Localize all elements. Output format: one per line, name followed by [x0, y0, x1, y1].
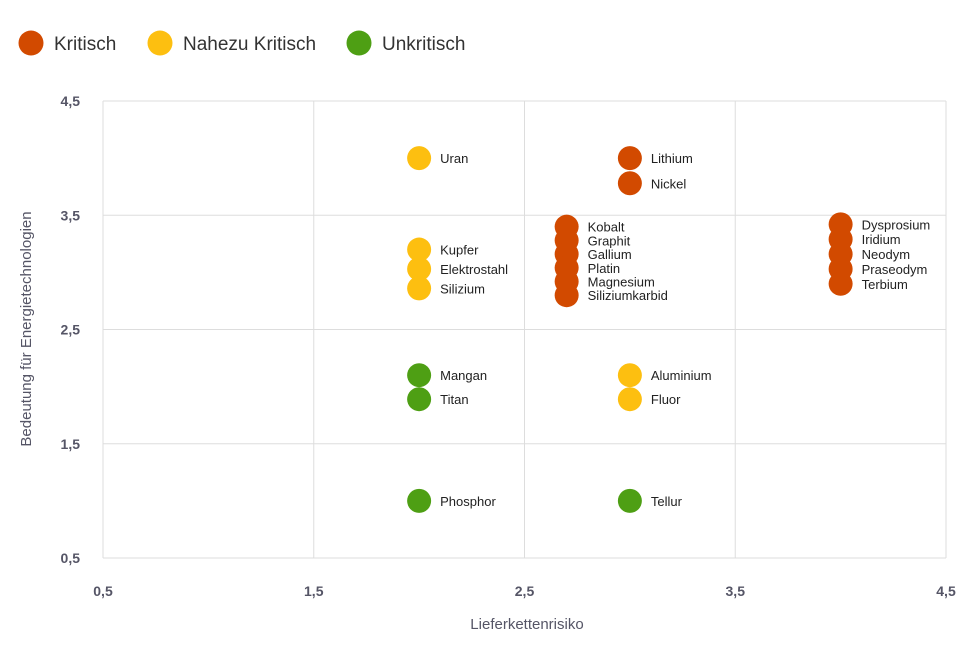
point-label-titan: Titan: [440, 392, 468, 407]
point-label-lithium: Lithium: [651, 151, 693, 166]
point-titan: [407, 387, 432, 412]
legend-marker-nahezu: [147, 30, 173, 56]
point-mangan: [407, 363, 432, 388]
point-label-iridium: Iridium: [862, 232, 901, 247]
point-silizium: [407, 276, 432, 301]
y-axis-ticks: 0,5 1,5 2,5 3,5 4,5: [61, 93, 81, 566]
point-label-magnesium: Magnesium: [588, 275, 655, 290]
point-label-platin: Platin: [588, 261, 621, 276]
point-tellur: [617, 488, 642, 513]
point-label-nickel: Nickel: [651, 176, 687, 191]
legend-marker-kritisch: [18, 30, 44, 56]
x-axis-title: Lieferkettenrisiko: [470, 616, 583, 633]
point-uran: [407, 146, 432, 171]
point-label-graphit: Graphit: [588, 233, 631, 248]
point-label-fluor: Fluor: [651, 392, 681, 407]
point-label-neodym: Neodym: [862, 247, 910, 262]
point-label-praseodym: Praseodym: [862, 262, 928, 277]
y-axis-title: Bedeutung für Energietechnologien: [18, 211, 35, 446]
x-tick-label: 3,5: [726, 583, 746, 599]
point-phosphor: [407, 488, 432, 513]
y-tick-label: 2,5: [61, 322, 81, 338]
data-points: Uran Lithium Nickel KobaltGraphitGalliumPla…: [407, 146, 930, 513]
y-tick-label: 1,5: [61, 436, 81, 452]
point-label-siliziumkarbid: Siliziumkarbid: [588, 288, 668, 303]
legend-label-kritisch: Kritisch: [54, 34, 116, 55]
point-terbium: [828, 271, 853, 296]
point-siliziumkarbid: [554, 283, 579, 308]
grid: [102, 100, 947, 559]
point-label-dysprosium: Dysprosium: [862, 217, 931, 232]
point-label-aluminium: Aluminium: [651, 368, 712, 383]
x-axis-ticks: 0,5 1,5 2,5 3,5 4,5: [93, 583, 956, 599]
legend-label-nahezu: Nahezu Kritisch: [183, 34, 316, 55]
point-lithium: [617, 146, 642, 171]
point-label-elektrostahl: Elektrostahl: [440, 262, 508, 277]
x-tick-label: 4,5: [936, 583, 956, 599]
legend-marker-unkritisch: [346, 30, 372, 56]
point-label-gallium: Gallium: [588, 247, 632, 262]
point-label-mangan: Mangan: [440, 368, 487, 383]
y-tick-label: 4,5: [61, 93, 81, 109]
point-kupfer: [407, 237, 432, 262]
x-tick-label: 0,5: [93, 583, 113, 599]
legend: Kritisch Nahezu Kritisch Unkritisch: [18, 30, 465, 56]
legend-label-unkritisch: Unkritisch: [382, 34, 465, 55]
y-tick-label: 0,5: [61, 550, 81, 566]
point-label-kobalt: Kobalt: [588, 220, 625, 235]
point-aluminium: [617, 363, 642, 388]
point-label-terbium: Terbium: [862, 277, 908, 292]
point-label-tellur: Tellur: [651, 494, 683, 509]
point-label-phosphor: Phosphor: [440, 494, 496, 509]
point-nickel: [617, 171, 642, 196]
point-label-silizium: Silizium: [440, 281, 485, 296]
point-label-uran: Uran: [440, 151, 468, 166]
y-tick-label: 3,5: [61, 207, 81, 223]
point-fluor: [617, 387, 642, 412]
x-tick-label: 1,5: [304, 583, 324, 599]
point-elektrostahl: [407, 256, 432, 281]
x-tick-label: 2,5: [515, 583, 535, 599]
point-label-kupfer: Kupfer: [440, 243, 479, 258]
